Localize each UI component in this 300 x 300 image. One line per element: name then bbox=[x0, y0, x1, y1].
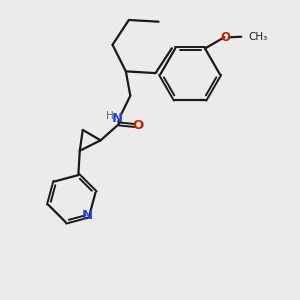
Text: H: H bbox=[106, 111, 113, 121]
Text: N: N bbox=[111, 112, 122, 124]
Text: O: O bbox=[221, 31, 231, 44]
Text: N: N bbox=[82, 209, 93, 222]
Text: CH₃: CH₃ bbox=[248, 32, 267, 42]
Text: O: O bbox=[132, 119, 144, 132]
